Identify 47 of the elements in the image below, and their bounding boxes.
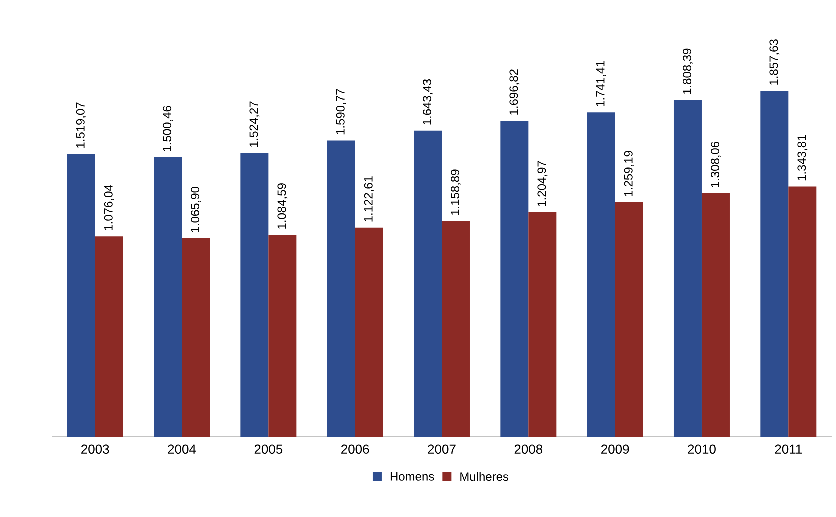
x-tick-label: 2003 (82, 444, 110, 454)
legend-label: Mulheres (460, 472, 509, 482)
data-label: 1.500,46 (163, 106, 173, 152)
data-label: 1.524,27 (250, 102, 260, 147)
data-label: 1.084,59 (278, 184, 288, 229)
x-tick-label: 2004 (168, 444, 196, 454)
bar (760, 90, 789, 437)
bar (67, 154, 96, 437)
x-tick-label: 2008 (514, 444, 543, 454)
bar (500, 120, 529, 437)
bar (674, 100, 702, 437)
bar (182, 238, 210, 437)
legend-label: Homens (390, 472, 434, 481)
bar (154, 158, 182, 437)
x-tick-label: 2010 (688, 444, 716, 454)
bar (414, 130, 442, 437)
bar (327, 140, 356, 437)
data-label: 1.519,07 (76, 102, 86, 148)
bar (788, 186, 817, 437)
data-label: 1.122,61 (364, 176, 374, 222)
data-label: 1.741,41 (596, 61, 606, 107)
bar (95, 236, 124, 437)
data-label: 1.259,19 (624, 151, 634, 196)
data-label: 1.808,39 (683, 48, 693, 94)
data-label: 1.696,82 (510, 70, 520, 115)
data-label: 1.204,97 (538, 161, 548, 206)
bar (528, 212, 557, 437)
data-label: 1.643,43 (423, 80, 433, 125)
data-label: 1.857,63 (770, 40, 780, 85)
bar (268, 234, 297, 437)
bar (587, 112, 616, 437)
bar (442, 221, 470, 437)
data-label: 1.308,06 (711, 142, 721, 188)
data-label: 1.076,04 (104, 185, 114, 230)
x-tick-label: 2007 (428, 444, 456, 454)
data-label: 1.343,81 (798, 135, 808, 181)
x-tick-label: 2009 (602, 444, 630, 454)
data-label: 1.590,77 (336, 89, 346, 135)
bar (240, 153, 269, 437)
x-tick-label: 2005 (254, 444, 283, 454)
bar (702, 193, 730, 437)
bar (615, 202, 644, 437)
data-label: 1.065,90 (191, 187, 201, 232)
bar (355, 228, 384, 437)
data-label: 1.158,89 (451, 170, 461, 216)
x-tick-label: 2006 (342, 444, 370, 454)
x-tick-label: 2011 (775, 444, 802, 454)
